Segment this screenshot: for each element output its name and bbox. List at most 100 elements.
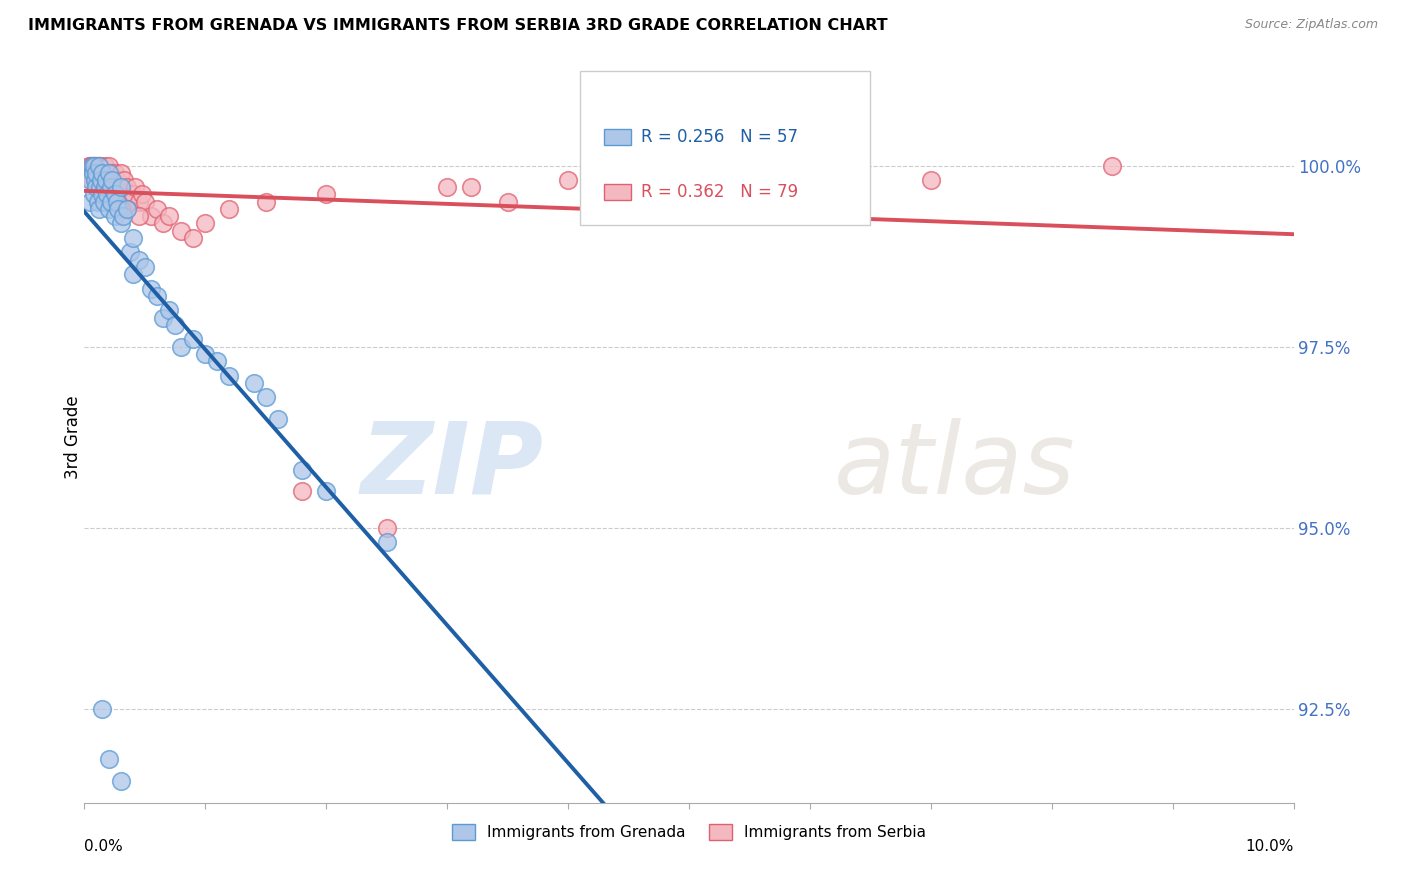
Point <box>86 159 108 173</box>
Point <box>84 159 107 173</box>
Point <box>242 376 264 390</box>
FancyBboxPatch shape <box>581 71 870 225</box>
Point <box>86 173 108 187</box>
Point <box>86 166 108 180</box>
Point <box>254 194 277 209</box>
Point <box>152 216 174 230</box>
Point <box>115 180 138 194</box>
Text: R = 0.362   N = 79: R = 0.362 N = 79 <box>641 183 797 201</box>
Point <box>94 173 117 187</box>
Point <box>112 173 135 187</box>
Point <box>94 166 117 180</box>
Point <box>254 390 277 404</box>
Point <box>134 194 156 209</box>
Point <box>94 159 117 173</box>
Point <box>1101 159 1123 173</box>
Point <box>678 180 700 194</box>
Point <box>104 166 127 180</box>
Point <box>194 347 217 361</box>
Point <box>91 173 114 187</box>
Point <box>100 166 122 180</box>
Point <box>207 354 229 368</box>
Point <box>291 484 314 499</box>
Point <box>97 752 120 766</box>
Point <box>87 180 110 194</box>
Point <box>87 202 110 216</box>
Point <box>120 194 142 209</box>
Point <box>104 187 127 202</box>
Point <box>86 180 108 194</box>
Point <box>170 224 193 238</box>
Point <box>375 520 398 534</box>
Point <box>90 187 112 202</box>
Point <box>291 463 314 477</box>
Point <box>86 159 108 173</box>
Point <box>124 180 146 194</box>
Point <box>799 166 821 180</box>
Point <box>181 231 204 245</box>
Point <box>146 202 169 216</box>
Point <box>86 173 108 187</box>
Point <box>104 209 127 223</box>
Point <box>83 166 105 180</box>
Point <box>84 173 107 187</box>
Point <box>80 159 103 173</box>
Point <box>86 194 108 209</box>
Point <box>90 166 112 180</box>
FancyBboxPatch shape <box>605 184 631 200</box>
Text: R = 0.256   N = 57: R = 0.256 N = 57 <box>641 128 797 146</box>
Legend: Immigrants from Grenada, Immigrants from Serbia: Immigrants from Grenada, Immigrants from… <box>446 818 932 847</box>
Point <box>139 209 162 223</box>
Point <box>77 159 100 173</box>
Point <box>134 260 156 274</box>
Point <box>121 231 143 245</box>
Point <box>80 159 103 173</box>
Point <box>557 173 579 187</box>
Point <box>128 252 150 267</box>
Text: 10.0%: 10.0% <box>1246 839 1294 855</box>
Y-axis label: 3rd Grade: 3rd Grade <box>65 395 82 479</box>
Text: Source: ZipAtlas.com: Source: ZipAtlas.com <box>1244 18 1378 31</box>
Point <box>100 180 122 194</box>
Point <box>82 166 104 180</box>
Point <box>104 187 127 202</box>
Point <box>194 216 217 230</box>
Point <box>131 187 153 202</box>
Point <box>97 187 120 202</box>
Point <box>97 159 120 173</box>
Point <box>79 166 101 180</box>
Point <box>93 173 115 187</box>
Point <box>79 159 101 173</box>
Text: 0.0%: 0.0% <box>84 839 124 855</box>
Point <box>218 202 240 216</box>
Point <box>165 318 187 332</box>
Point <box>100 194 122 209</box>
Point <box>87 159 110 173</box>
Point <box>83 159 105 173</box>
Point <box>98 180 121 194</box>
Point <box>128 209 150 223</box>
Point <box>94 180 117 194</box>
Point <box>105 194 128 209</box>
Point <box>104 187 127 202</box>
Point <box>83 187 105 202</box>
Point <box>110 180 132 194</box>
Point <box>121 267 143 281</box>
Point <box>90 159 112 173</box>
Point <box>91 180 114 194</box>
Point <box>110 166 132 180</box>
Point <box>112 187 135 202</box>
Point <box>436 180 458 194</box>
Point <box>617 202 640 216</box>
Point <box>79 173 101 187</box>
Point <box>115 202 138 216</box>
Point <box>218 368 240 383</box>
Point <box>107 180 129 194</box>
Point <box>157 303 180 318</box>
Point <box>91 166 114 180</box>
Point <box>920 173 942 187</box>
Point <box>110 202 132 216</box>
Point <box>87 159 110 173</box>
Point <box>375 535 398 549</box>
Point <box>83 159 105 173</box>
